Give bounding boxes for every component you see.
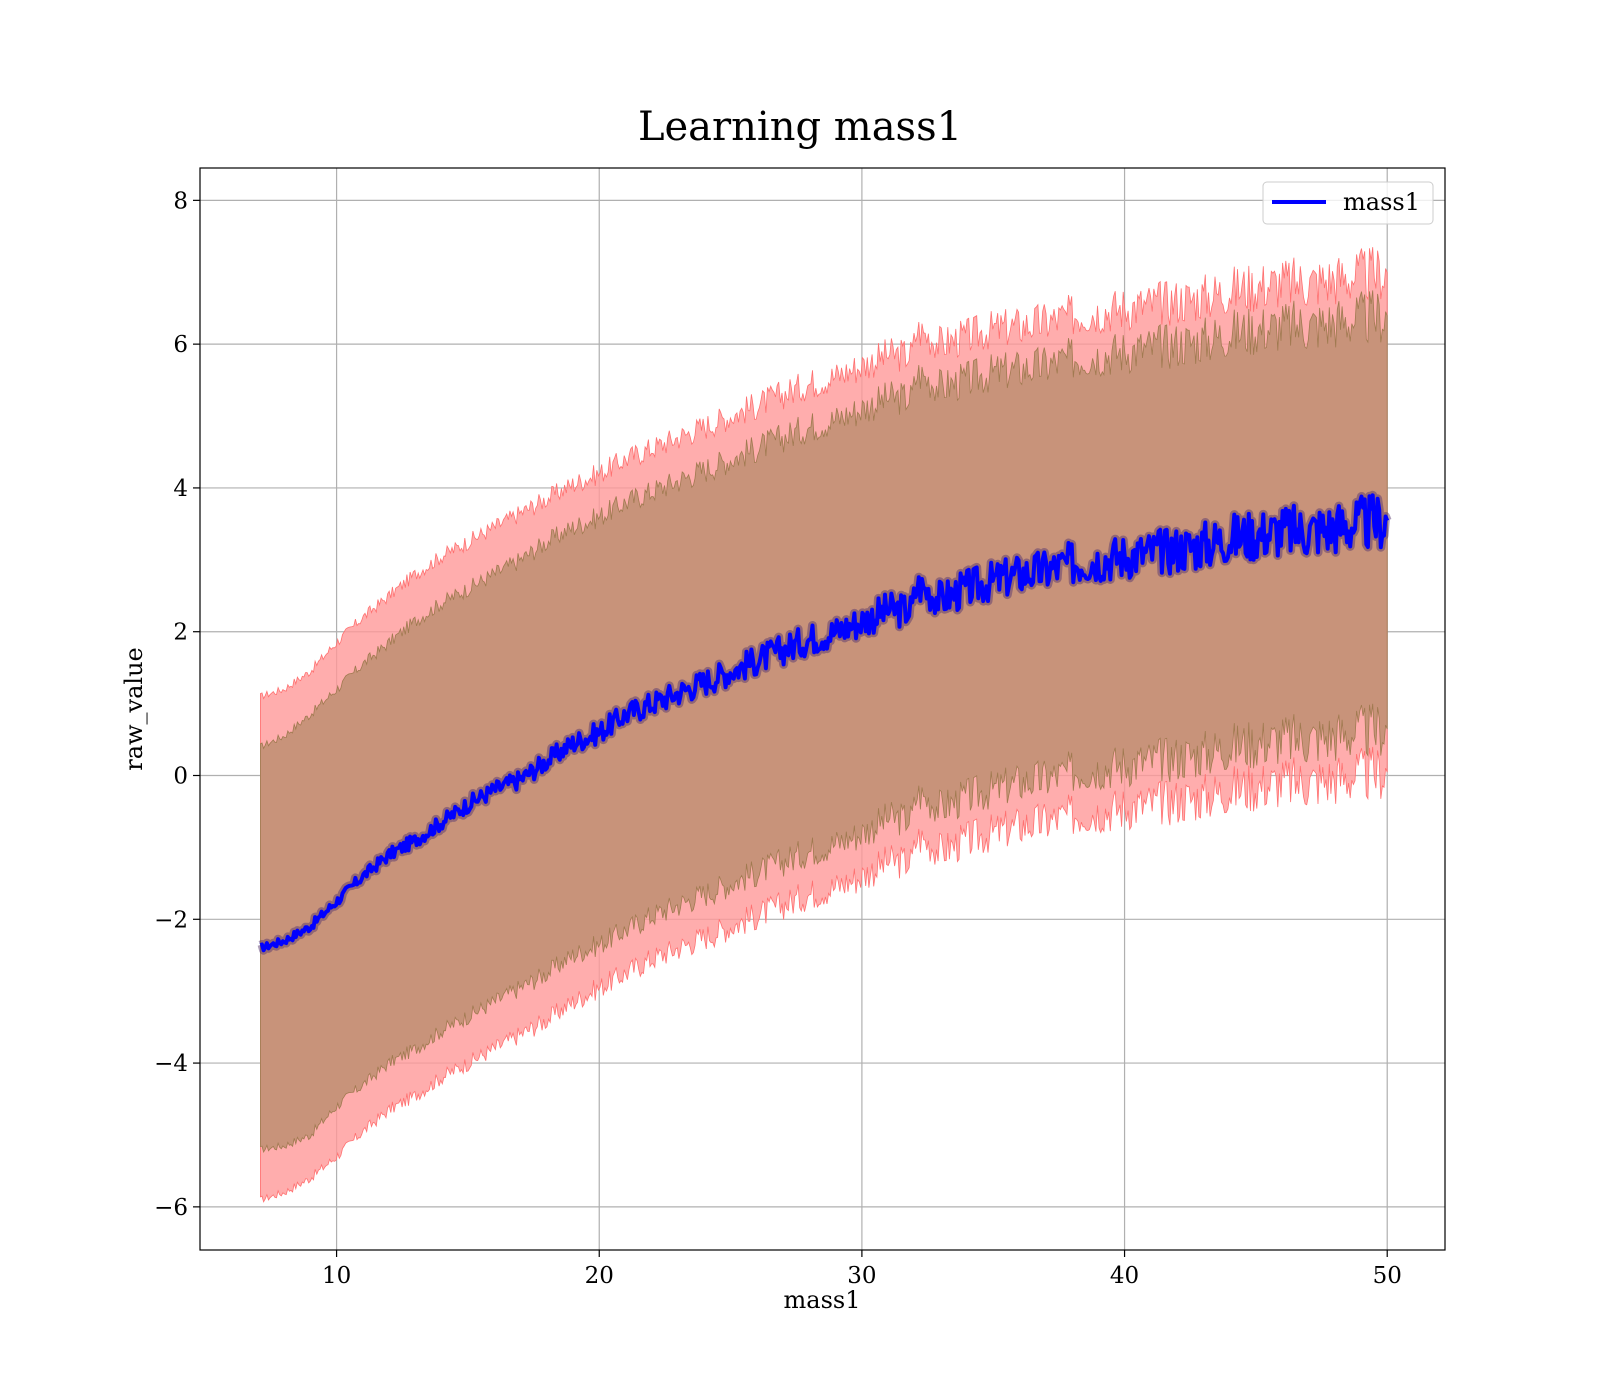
bands: [260, 247, 1388, 1203]
x-tick-label: 20: [585, 1263, 614, 1289]
y-axis-label: raw_value: [120, 647, 148, 771]
plot-frame: [199, 167, 1446, 1251]
x-tick-label: 30: [847, 1263, 876, 1289]
inner-band: [260, 290, 1388, 1153]
legend-box: [1262, 181, 1434, 225]
x-tick-label: 40: [1110, 1263, 1139, 1289]
y-tick-label: 0: [173, 764, 188, 790]
y-tick-label: −4: [154, 1051, 188, 1077]
chart-title: Learning mass1: [638, 104, 962, 150]
y-tick-label: −6: [154, 1195, 188, 1221]
legend-label-mass1: mass1: [1343, 188, 1420, 216]
x-axis-ticks: 10 20 30 40 50: [322, 1250, 1402, 1289]
y-tick-label: 6: [173, 332, 188, 358]
x-tick-label: 10: [322, 1263, 351, 1289]
x-tick-label: 50: [1373, 1263, 1402, 1289]
y-axis-ticks: −6 −4 −2 0 2 4 6 8: [154, 188, 200, 1221]
y-tick-label: 2: [173, 620, 188, 646]
mean-line-mass1: [259, 493, 1390, 953]
y-tick-label: 4: [173, 476, 188, 502]
legend: mass1: [1262, 181, 1434, 225]
x-axis-label: mass1: [784, 1286, 861, 1314]
y-tick-label: 8: [173, 188, 188, 214]
series-lines: [257, 490, 1392, 955]
y-tick-label: −2: [154, 907, 188, 933]
